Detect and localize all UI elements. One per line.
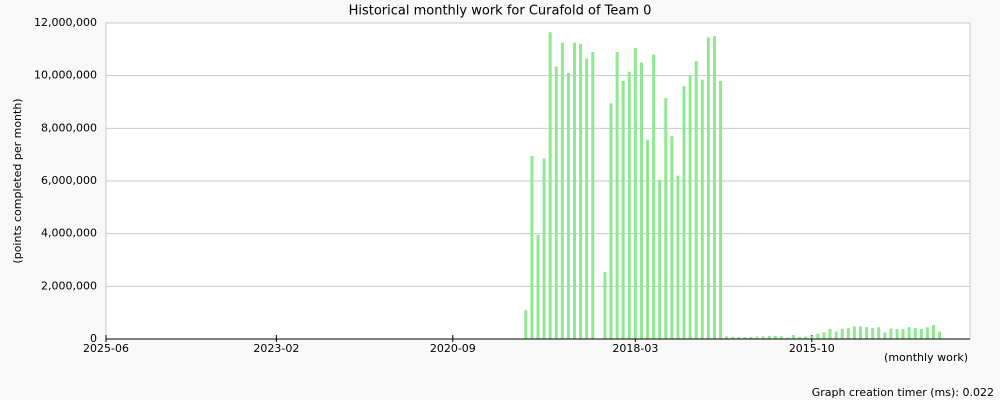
bar [828, 328, 832, 339]
bar [664, 98, 668, 339]
bar [536, 234, 540, 339]
bar [737, 336, 741, 339]
bar [883, 332, 887, 339]
bar [919, 328, 923, 339]
y-tick-label: 8,000,000 [41, 121, 97, 134]
x-tick-label: 2018-03 [612, 342, 658, 355]
bar [682, 86, 686, 339]
x-tick-label: 2025-06 [83, 342, 129, 355]
bar [907, 327, 911, 339]
y-tick-label: 0 [90, 332, 97, 345]
bar [773, 335, 777, 339]
bar [822, 332, 826, 339]
bar [609, 103, 613, 339]
bar [816, 333, 820, 339]
bar [548, 32, 552, 339]
bar [792, 335, 796, 339]
bar [810, 336, 814, 339]
bar [621, 80, 625, 339]
footer: Graph creation timer (ms): 0.022 [812, 386, 994, 399]
bar [865, 327, 869, 339]
bar [603, 271, 607, 339]
bar [694, 61, 698, 339]
y-tick-label: 12,000,000 [34, 16, 97, 29]
bar [560, 42, 564, 339]
bar [524, 310, 528, 339]
bar [901, 328, 905, 339]
bar [719, 80, 723, 339]
bar [542, 158, 546, 339]
bar [834, 331, 838, 339]
bar [925, 327, 929, 339]
bar [743, 337, 747, 339]
bar [652, 54, 656, 339]
bar [627, 71, 631, 339]
bar [858, 326, 862, 339]
bar [798, 336, 802, 339]
bar [852, 326, 856, 339]
bar [700, 79, 704, 339]
bar [877, 327, 881, 339]
bar [530, 155, 534, 339]
bar [646, 140, 650, 339]
y-axis-label: (points completed per month) [11, 98, 24, 263]
x-tick-label: 2020-09 [430, 342, 476, 355]
bar [749, 336, 753, 339]
bar [615, 51, 619, 339]
bar [670, 136, 674, 339]
bar [658, 179, 662, 339]
bar [840, 328, 844, 339]
x-tick-label: 2015-10 [789, 342, 835, 355]
bar [554, 66, 558, 339]
bar [785, 337, 789, 339]
bar [712, 36, 716, 340]
bar [731, 336, 735, 339]
chart-title: Historical monthly work for Curafold of … [349, 4, 652, 19]
bar [633, 48, 637, 340]
bar [676, 175, 680, 339]
x-tick-label: 2023-02 [253, 342, 299, 355]
bar [846, 327, 850, 339]
bar [889, 328, 893, 339]
y-tick-label: 6,000,000 [41, 174, 97, 187]
bar [767, 335, 771, 339]
bar [591, 51, 595, 339]
bar [579, 44, 583, 340]
y-tick-label: 4,000,000 [41, 227, 97, 240]
bar [573, 42, 577, 339]
bar [938, 331, 942, 339]
bar [639, 62, 643, 339]
y-tick-label: 10,000,000 [34, 69, 97, 82]
bar [566, 73, 570, 340]
bar [755, 336, 759, 339]
bar [761, 336, 765, 339]
bar [804, 336, 808, 339]
bar [871, 327, 875, 339]
bar [585, 58, 589, 340]
bar [688, 75, 692, 340]
bar [913, 327, 917, 339]
bar [779, 336, 783, 339]
bar [931, 325, 935, 339]
bar [706, 37, 710, 339]
bar [725, 336, 729, 339]
y-tick-label: 2,000,000 [41, 279, 97, 292]
bar [895, 328, 899, 339]
x-axis-label: (monthly work) [884, 351, 968, 364]
